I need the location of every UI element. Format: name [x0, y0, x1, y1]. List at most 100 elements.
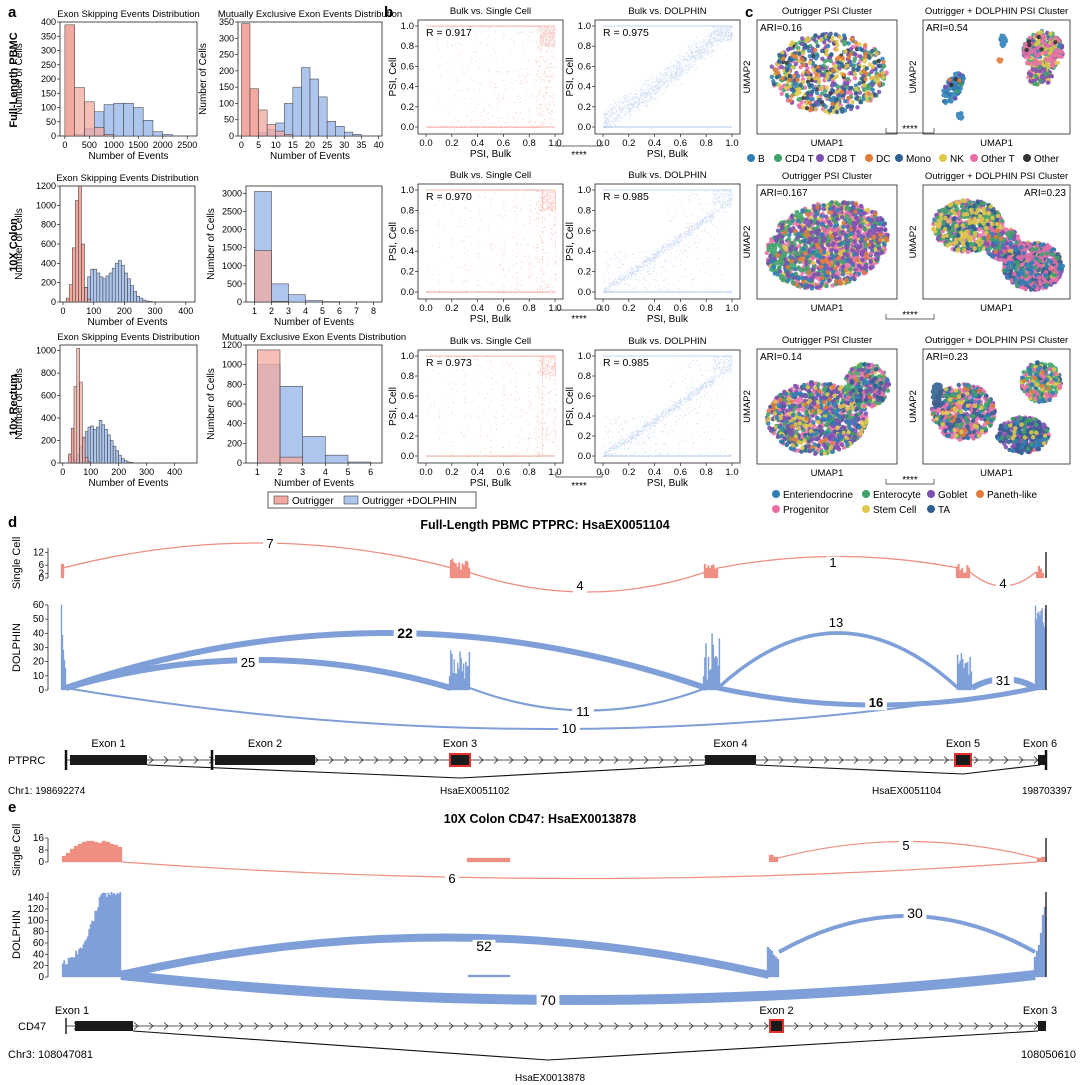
bar-outrigger [271, 301, 289, 303]
strand-arrow [613, 756, 619, 764]
umap-cell-group [766, 382, 867, 454]
psi-scatter-1: 0.0 0.0 0.2 0.2 0.4 0.4 0.6 0.6 0.8 0.8 1.0 1.0 Bulk… [565, 6, 741, 160]
bar-dolphin [152, 131, 163, 137]
legend-dot [970, 154, 978, 162]
y-tick-label: 0.0 [578, 451, 591, 462]
y-tick-label: 0 [237, 458, 242, 468]
x-tick-label: 0.0 [419, 467, 432, 478]
y-axis-label: Number of Cells [14, 43, 25, 115]
umap-cell-group [1032, 65, 1051, 87]
x-tick-label: 100 [86, 306, 101, 316]
y-tick-label: 120 [27, 904, 44, 915]
bar-outrigger [249, 88, 259, 137]
y-tick-label: 1000 [36, 200, 56, 210]
umap-title: Outrigger + DOLPHIN PSI Cluster [925, 335, 1068, 346]
y-tick-label: 2000 [222, 225, 242, 235]
umap-cell-group [998, 33, 1009, 49]
strand-arrow [988, 1022, 994, 1030]
strand-arrow [553, 756, 559, 764]
bar-outrigger [266, 124, 276, 137]
junction-arc [120, 933, 770, 979]
sashimi-panels: Full-Length PBMC PTPRC: HsaEX00511040261… [8, 518, 1076, 1084]
y-tick-label: 400 [227, 419, 242, 429]
bar-dolphin [326, 121, 336, 137]
junction-label: 13 [829, 615, 843, 630]
strand-arrow [343, 756, 349, 764]
significance-bracket [555, 305, 603, 311]
x-tick-label: 0.0 [596, 138, 609, 149]
x-tick-label: 2500 [177, 140, 197, 150]
bar-outrigger [94, 127, 105, 137]
legend-dot [1023, 154, 1031, 162]
y-tick-label: 0.6 [401, 391, 414, 402]
umap-4: Outrigger PSI Cluster ARI=0.14 UMAP1 UMAP2 [742, 335, 898, 479]
bar-dolphin [133, 291, 137, 303]
bar-dolphin [133, 107, 144, 137]
exon-label: Exon 2 [759, 1005, 793, 1017]
x-tick-label: 5 [256, 140, 261, 150]
y-tick-label: 0 [38, 573, 44, 584]
coverage-exon4 [702, 633, 721, 691]
strand-arrow [178, 756, 184, 764]
y-axis-label: UMAP2 [908, 61, 919, 94]
legend-label: B [758, 154, 765, 165]
panel-letter-b: b [384, 4, 393, 21]
junction-label: 6 [448, 871, 455, 886]
significance-bracket [885, 479, 935, 485]
umap-cell-group [766, 384, 856, 450]
strand-arrow [253, 1022, 259, 1030]
exon-block [70, 755, 147, 765]
y-tick-label: 250 [219, 50, 234, 60]
x-tick-label: 1.0 [548, 138, 561, 149]
strand-arrow [583, 756, 589, 764]
legend-dot [927, 505, 935, 513]
strand-arrow [673, 1022, 679, 1030]
y-tick-label: 150 [41, 88, 56, 98]
bar-outrigger [70, 427, 75, 464]
strand-arrow [733, 1022, 739, 1030]
strand-arrow [373, 1022, 379, 1030]
x-axis-label: PSI, Bulk [647, 478, 689, 489]
y-tick-label: 0 [51, 131, 56, 141]
y-tick-label: 0.8 [578, 371, 591, 382]
umap-cell-group [930, 382, 945, 408]
x-axis-label: Number of Events [87, 317, 167, 328]
psi-scatter-5: 0.0 0.0 0.2 0.2 0.4 0.4 0.6 0.6 0.8 0.8 1.0 1.0 Bulk… [565, 336, 741, 489]
x-tick-label: 0.6 [674, 467, 687, 478]
y-tick-label: 40 [33, 628, 45, 639]
strand-arrow [403, 756, 409, 764]
y-tick-label: 30 [33, 643, 45, 654]
bar-dolphin [162, 134, 173, 137]
strand-arrow [178, 1022, 184, 1030]
psi-scatter-2: 0.0 0.0 0.2 0.2 0.4 0.4 0.6 0.6 0.8 0.8 1.0 1.0 Bulk… [388, 170, 564, 325]
x-axis-label: UMAP1 [980, 468, 1013, 479]
strand-arrow [418, 1022, 424, 1030]
y-axis-label: PSI, Cell [388, 387, 399, 426]
y-tick-label: 300 [41, 46, 56, 56]
strand-arrow [658, 756, 664, 764]
strand-arrow [568, 1022, 574, 1030]
y-axis-label: Number of Cells [206, 368, 217, 440]
y-tick-label: 200 [41, 436, 56, 446]
y-tick-label: 0.2 [401, 431, 414, 442]
umap-cell-group [954, 82, 964, 94]
x-axis-label: PSI, Bulk [470, 478, 512, 489]
strand-arrow [268, 1022, 274, 1030]
y-tick-label: 40 [33, 949, 45, 960]
legend-frame [267, 491, 477, 509]
junction-label-bg [903, 906, 927, 922]
strand-arrow [1018, 1022, 1024, 1030]
x-tick-label: 0.4 [471, 138, 484, 149]
y-axis-label: Number of Cells [198, 43, 209, 115]
x-tick-label: 0 [62, 140, 67, 150]
bar-outrigger [78, 185, 82, 303]
strand-arrow [658, 1022, 664, 1030]
coverage-exon-skipped [466, 857, 511, 863]
x-tick-label: 0.2 [445, 303, 458, 314]
r-annotation: R = 0.973 [426, 357, 472, 369]
x-tick-label: 0.6 [497, 467, 510, 478]
event-id: HsaEX0051102 [440, 786, 510, 797]
y-tick-label: 1000 [222, 360, 242, 370]
y-tick-label: 350 [41, 31, 56, 41]
significance-stars: **** [571, 314, 587, 325]
